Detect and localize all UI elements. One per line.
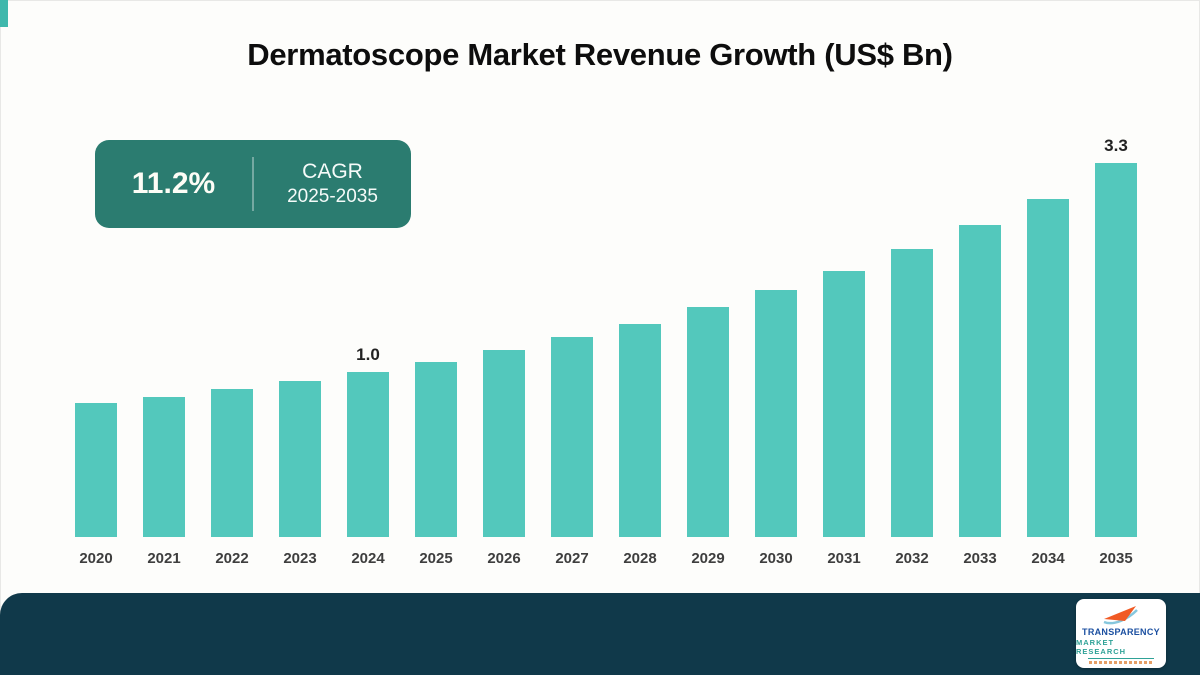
bar-2024 [347, 372, 389, 537]
bar-2027 [551, 337, 593, 537]
bar-column-2027: 2027 [548, 136, 596, 568]
bar-2029 [687, 307, 729, 537]
logo-arrow-icon [1103, 605, 1138, 624]
bar-column-2024: 1.0 2024 [344, 136, 392, 568]
bar-column-2020: 2020 [72, 136, 120, 568]
bar-column-2029: 2029 [684, 136, 732, 568]
cagr-value: 11.2% [131, 167, 216, 200]
x-axis-label-2026: 2026 [487, 550, 521, 567]
bar-column-2022: 2022 [208, 136, 256, 568]
bar-column-2026: 2026 [480, 136, 528, 568]
bar-2028 [619, 324, 661, 537]
logo-line2: MARKET RESEARCH [1076, 637, 1127, 656]
bar-column-2035: 3.3 2035 [1092, 136, 1140, 568]
bar-2020 [75, 403, 117, 537]
bar-2021 [143, 397, 185, 537]
bar-column-2030: 2030 [752, 136, 800, 568]
x-axis-label-2020: 2020 [79, 550, 113, 567]
bar-value-label-2024: 1.0 [356, 345, 380, 364]
bar-2032 [891, 249, 933, 537]
x-axis-label-2035: 2035 [1099, 550, 1133, 567]
x-axis-label-2032: 2032 [895, 550, 929, 567]
x-axis-label-2024: 2024 [351, 550, 385, 567]
bar-column-2025: 2025 [412, 136, 460, 568]
bar-value-label-2035: 3.3 [1104, 136, 1128, 155]
bar-2033 [959, 225, 1001, 537]
bar-column-2032: 2032 [888, 136, 936, 568]
bar-2030 [755, 290, 797, 537]
bar-column-2028: 2028 [616, 136, 664, 568]
corner-accent [0, 0, 8, 27]
company-logo: TRANSPARENCY MARKET RESEARCH [1076, 599, 1166, 668]
x-axis-label-2027: 2027 [555, 550, 589, 567]
x-axis-label-2028: 2028 [623, 550, 657, 567]
bar-column-2034: 2034 [1024, 136, 1072, 568]
bar-2025 [415, 362, 457, 537]
page-title: Dermatoscope Market Revenue Growth (US$ … [247, 36, 953, 72]
x-axis-label-2029: 2029 [691, 550, 725, 567]
logo-tagline-illegible [1089, 660, 1153, 664]
cagr-range: 2025-2035 [287, 186, 378, 208]
bar-2022 [211, 389, 253, 537]
bar-2031 [823, 271, 865, 537]
bar-column-2031: 2031 [820, 136, 868, 568]
x-axis-label-2033: 2033 [963, 550, 997, 567]
cagr-badge: 11.2% CAGR 2025-2035 [95, 140, 411, 228]
logo-line1: TRANSPARENCY [1082, 626, 1160, 637]
x-axis-label-2030: 2030 [759, 550, 793, 567]
x-axis-label-2022: 2022 [215, 550, 249, 567]
bar-chart: 2020 2021 2022 2023 1.0 2024 2025 2026 2027 2028 2… [72, 136, 1140, 568]
bar-2026 [483, 350, 525, 537]
x-axis-label-2031: 2031 [827, 550, 861, 567]
cagr-label-group: CAGR 2025-2035 [254, 159, 411, 209]
bar-column-2021: 2021 [140, 136, 188, 568]
bar-2034 [1027, 199, 1069, 537]
bar-column-2023: 2023 [276, 136, 324, 568]
logo-rule [1088, 657, 1154, 659]
cagr-label: CAGR [302, 160, 363, 183]
bar-column-2033: 2033 [956, 136, 1004, 568]
x-axis-label-2034: 2034 [1031, 550, 1065, 567]
x-axis-label-2025: 2025 [419, 550, 453, 567]
footer-band [0, 593, 1200, 675]
x-axis-label-2023: 2023 [283, 550, 317, 567]
bar-2023 [279, 381, 321, 537]
cagr-divider [252, 157, 254, 211]
bar-2035 [1095, 163, 1137, 537]
x-axis-label-2021: 2021 [147, 550, 181, 567]
